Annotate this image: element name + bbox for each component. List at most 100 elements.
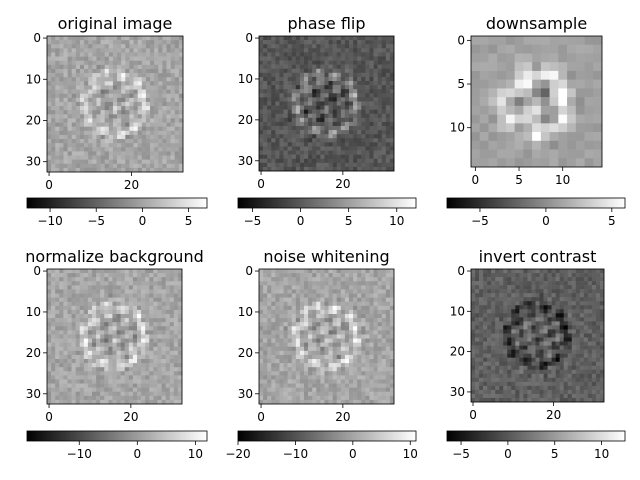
heatmap-cell xyxy=(92,334,96,338)
heatmap-cell xyxy=(386,48,390,52)
heatmap-cell xyxy=(329,138,333,142)
heatmap-cell xyxy=(47,351,51,355)
heatmap-cell xyxy=(337,73,341,77)
heatmap-cell xyxy=(259,73,263,77)
heatmap-cell xyxy=(101,85,105,89)
heatmap-cell xyxy=(341,306,345,310)
heatmap-cell xyxy=(308,81,312,85)
heatmap-cell xyxy=(279,106,283,110)
heatmap-cell xyxy=(345,159,349,163)
heatmap-cell xyxy=(167,127,171,131)
heatmap-cell xyxy=(72,355,76,359)
heatmap-cell xyxy=(76,114,80,118)
panel-4: normalize background0 200102030−10 0 10 xyxy=(25,247,207,461)
heatmap-cell xyxy=(300,310,304,314)
heatmap-cell xyxy=(267,314,271,318)
heatmap-cell xyxy=(353,48,357,52)
heatmap-cell xyxy=(138,57,142,61)
heatmap-cell xyxy=(284,159,288,163)
heatmap-cell xyxy=(374,371,378,375)
heatmap-cell xyxy=(63,147,67,151)
heatmap-cell xyxy=(67,359,71,363)
heatmap-cell xyxy=(345,392,349,396)
heatmap-cell xyxy=(279,351,283,355)
heatmap-cell xyxy=(129,384,133,388)
heatmap-cell xyxy=(92,36,96,40)
heatmap-cell xyxy=(101,94,105,98)
heatmap-cell xyxy=(137,326,141,330)
heatmap-cell xyxy=(267,97,271,101)
heatmap-cell xyxy=(267,388,271,392)
heatmap-cell xyxy=(92,343,96,347)
heatmap-cell xyxy=(84,164,88,168)
heatmap-cell xyxy=(353,159,357,163)
heatmap-cell xyxy=(162,61,166,65)
heatmap-cell xyxy=(100,302,104,306)
heatmap-cell xyxy=(88,102,92,106)
heatmap-cell xyxy=(374,379,378,383)
heatmap-cell xyxy=(51,69,55,73)
heatmap-cell xyxy=(275,52,279,56)
heatmap-cell xyxy=(47,94,51,98)
heatmap-cell xyxy=(333,110,337,114)
heatmap-cell xyxy=(47,367,51,371)
heatmap-cell xyxy=(59,61,63,65)
heatmap-cell xyxy=(72,318,76,322)
heatmap-cell xyxy=(544,277,548,281)
heatmap-cell xyxy=(134,44,138,48)
heatmap-cell xyxy=(357,163,361,167)
heatmap-cell xyxy=(51,131,55,135)
heatmap-cell xyxy=(382,97,386,101)
heatmap-cell xyxy=(47,302,51,306)
heatmap-cell xyxy=(80,339,84,343)
heatmap-cell xyxy=(141,330,145,334)
heatmap-cell xyxy=(488,36,497,45)
heatmap-cell xyxy=(382,101,386,105)
heatmap-cell xyxy=(175,69,179,73)
heatmap-cell xyxy=(312,110,316,114)
heatmap-cell xyxy=(304,155,308,159)
heatmap-cell xyxy=(80,52,84,56)
heatmap-cell xyxy=(296,77,300,81)
heatmap-cell xyxy=(76,277,80,281)
heatmap-cell xyxy=(153,310,157,314)
heatmap-cell xyxy=(167,151,171,155)
heatmap-cell xyxy=(378,163,382,167)
heatmap-cell xyxy=(320,367,324,371)
heatmap-cell xyxy=(145,289,149,293)
heatmap-cell xyxy=(157,277,161,281)
heatmap-cell xyxy=(267,310,271,314)
heatmap-cell xyxy=(134,114,138,118)
heatmap-cell xyxy=(357,65,361,69)
heatmap-cell xyxy=(149,388,153,392)
heatmap-cell xyxy=(382,56,386,60)
heatmap-cell xyxy=(113,102,117,106)
heatmap-cell xyxy=(47,330,51,334)
heatmap-cell xyxy=(142,52,146,56)
heatmap-cell xyxy=(174,392,178,396)
heatmap-cell xyxy=(125,334,129,338)
heatmap-cell xyxy=(585,53,594,62)
heatmap-cell xyxy=(101,131,105,135)
heatmap-cell xyxy=(145,371,149,375)
heatmap-cell xyxy=(378,56,382,60)
heatmap-cell xyxy=(353,294,357,298)
heatmap-cell xyxy=(382,359,386,363)
heatmap-cell xyxy=(341,142,345,146)
heatmap-cell xyxy=(279,146,283,150)
heatmap-cell xyxy=(329,339,333,343)
heatmap-cell xyxy=(337,379,341,383)
heatmap-cell xyxy=(76,139,80,143)
heatmap-cell xyxy=(378,146,382,150)
heatmap-cell xyxy=(121,302,125,306)
heatmap-cell xyxy=(341,126,345,130)
heatmap-cell xyxy=(162,164,166,168)
heatmap-cell xyxy=(523,45,532,54)
heatmap-cell xyxy=(51,289,55,293)
heatmap-cell xyxy=(324,334,328,338)
heatmap-cell xyxy=(142,90,146,94)
heatmap-cell xyxy=(68,48,72,52)
heatmap-cell xyxy=(296,322,300,326)
heatmap-cell xyxy=(333,97,337,101)
heatmap-cell xyxy=(345,277,349,281)
